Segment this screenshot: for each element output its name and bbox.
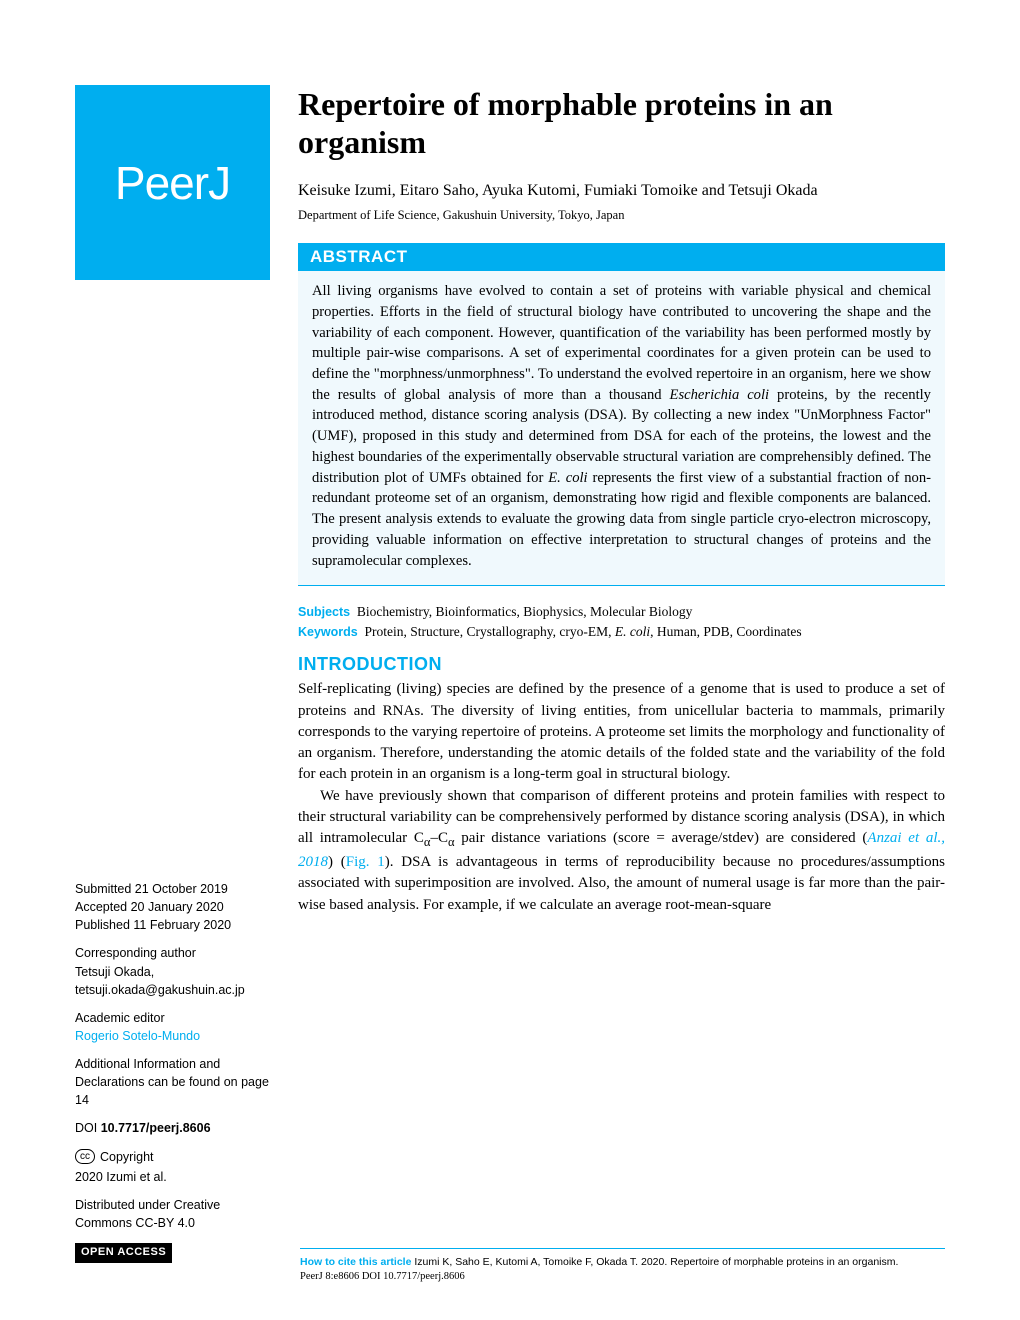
subjects-text: Biochemistry, Bioinformatics, Biophysics…	[357, 604, 692, 619]
abstract-heading: ABSTRACT	[298, 243, 945, 271]
copyright-block: cc Copyright	[75, 1148, 270, 1166]
submitted-label: Submitted	[75, 882, 131, 896]
submitted-date: 21 October 2019	[135, 882, 228, 896]
editor-label: Academic editor	[75, 1009, 270, 1027]
doi-value: 10.7717/peerj.8606	[101, 1121, 211, 1135]
distributed-text: Distributed under Creative Commons CC-BY…	[75, 1196, 270, 1232]
doi-block: DOI 10.7717/peerj.8606	[75, 1119, 270, 1137]
keywords-label: Keywords	[298, 625, 358, 639]
published-date: 11 February 2020	[133, 918, 231, 932]
doi-label: DOI	[75, 1121, 97, 1135]
subjects-label: Subjects	[298, 605, 350, 619]
cite-line2: PeerJ 8:e8606 DOI 10.7717/peerj.8606	[300, 1271, 465, 1282]
cite-text: Izumi K, Saho E, Kutomi A, Tomoike F, Ok…	[411, 1256, 898, 1268]
corresponding-name: Tetsuji Okada,	[75, 963, 270, 981]
article-title: Repertoire of morphable proteins in an o…	[298, 85, 945, 162]
cc-icon: cc	[75, 1149, 95, 1164]
introduction-heading: INTRODUCTION	[298, 654, 945, 675]
abstract-body: All living organisms have evolved to con…	[298, 271, 945, 586]
subjects-row: Subjects Biochemistry, Bioinformatics, B…	[298, 604, 945, 620]
article-metadata: Submitted 21 October 2019 Accepted 20 Ja…	[75, 880, 270, 1263]
editor-name: Rogerio Sotelo-Mundo	[75, 1027, 270, 1045]
left-column: PeerJ Submitted 21 October 2019 Accepted…	[75, 85, 270, 1263]
corresponding-label: Corresponding author	[75, 944, 270, 962]
copyright-label: Copyright	[100, 1148, 154, 1166]
author-list: Keisuke Izumi, Eitaro Saho, Ayuka Kutomi…	[298, 180, 945, 202]
dates-block: Submitted 21 October 2019 Accepted 20 Ja…	[75, 880, 270, 934]
right-column: Repertoire of morphable proteins in an o…	[298, 85, 945, 1263]
editor-block: Academic editor Rogerio Sotelo-Mundo	[75, 1009, 270, 1045]
accepted-label: Accepted	[75, 900, 127, 914]
journal-logo: PeerJ	[75, 85, 270, 280]
intro-para-2: We have previously shown that comparison…	[298, 786, 945, 916]
page-container: PeerJ Submitted 21 October 2019 Accepted…	[75, 85, 945, 1263]
affiliation: Department of Life Science, Gakushuin Un…	[298, 208, 945, 223]
additional-info: Additional Information and Declarations …	[75, 1055, 270, 1109]
cite-label: How to cite this article	[300, 1256, 411, 1268]
copyright-value: 2020 Izumi et al.	[75, 1168, 270, 1186]
published-label: Published	[75, 918, 130, 932]
open-access-badge: OPEN ACCESS	[75, 1243, 172, 1263]
figure-link[interactable]: Fig. 1	[346, 854, 385, 870]
corresponding-email: tetsuji.okada@gakushuin.ac.jp	[75, 981, 270, 999]
accepted-date: 20 January 2020	[131, 900, 224, 914]
keywords-row: Keywords Protein, Structure, Crystallogr…	[298, 624, 945, 640]
intro-para-1: Self-replicating (living) species are de…	[298, 679, 945, 785]
logo-text: PeerJ	[115, 156, 230, 210]
introduction-body: Self-replicating (living) species are de…	[298, 679, 945, 916]
corresponding-block: Corresponding author Tetsuji Okada, tets…	[75, 944, 270, 998]
citation-footer: How to cite this article Izumi K, Saho E…	[300, 1248, 945, 1285]
